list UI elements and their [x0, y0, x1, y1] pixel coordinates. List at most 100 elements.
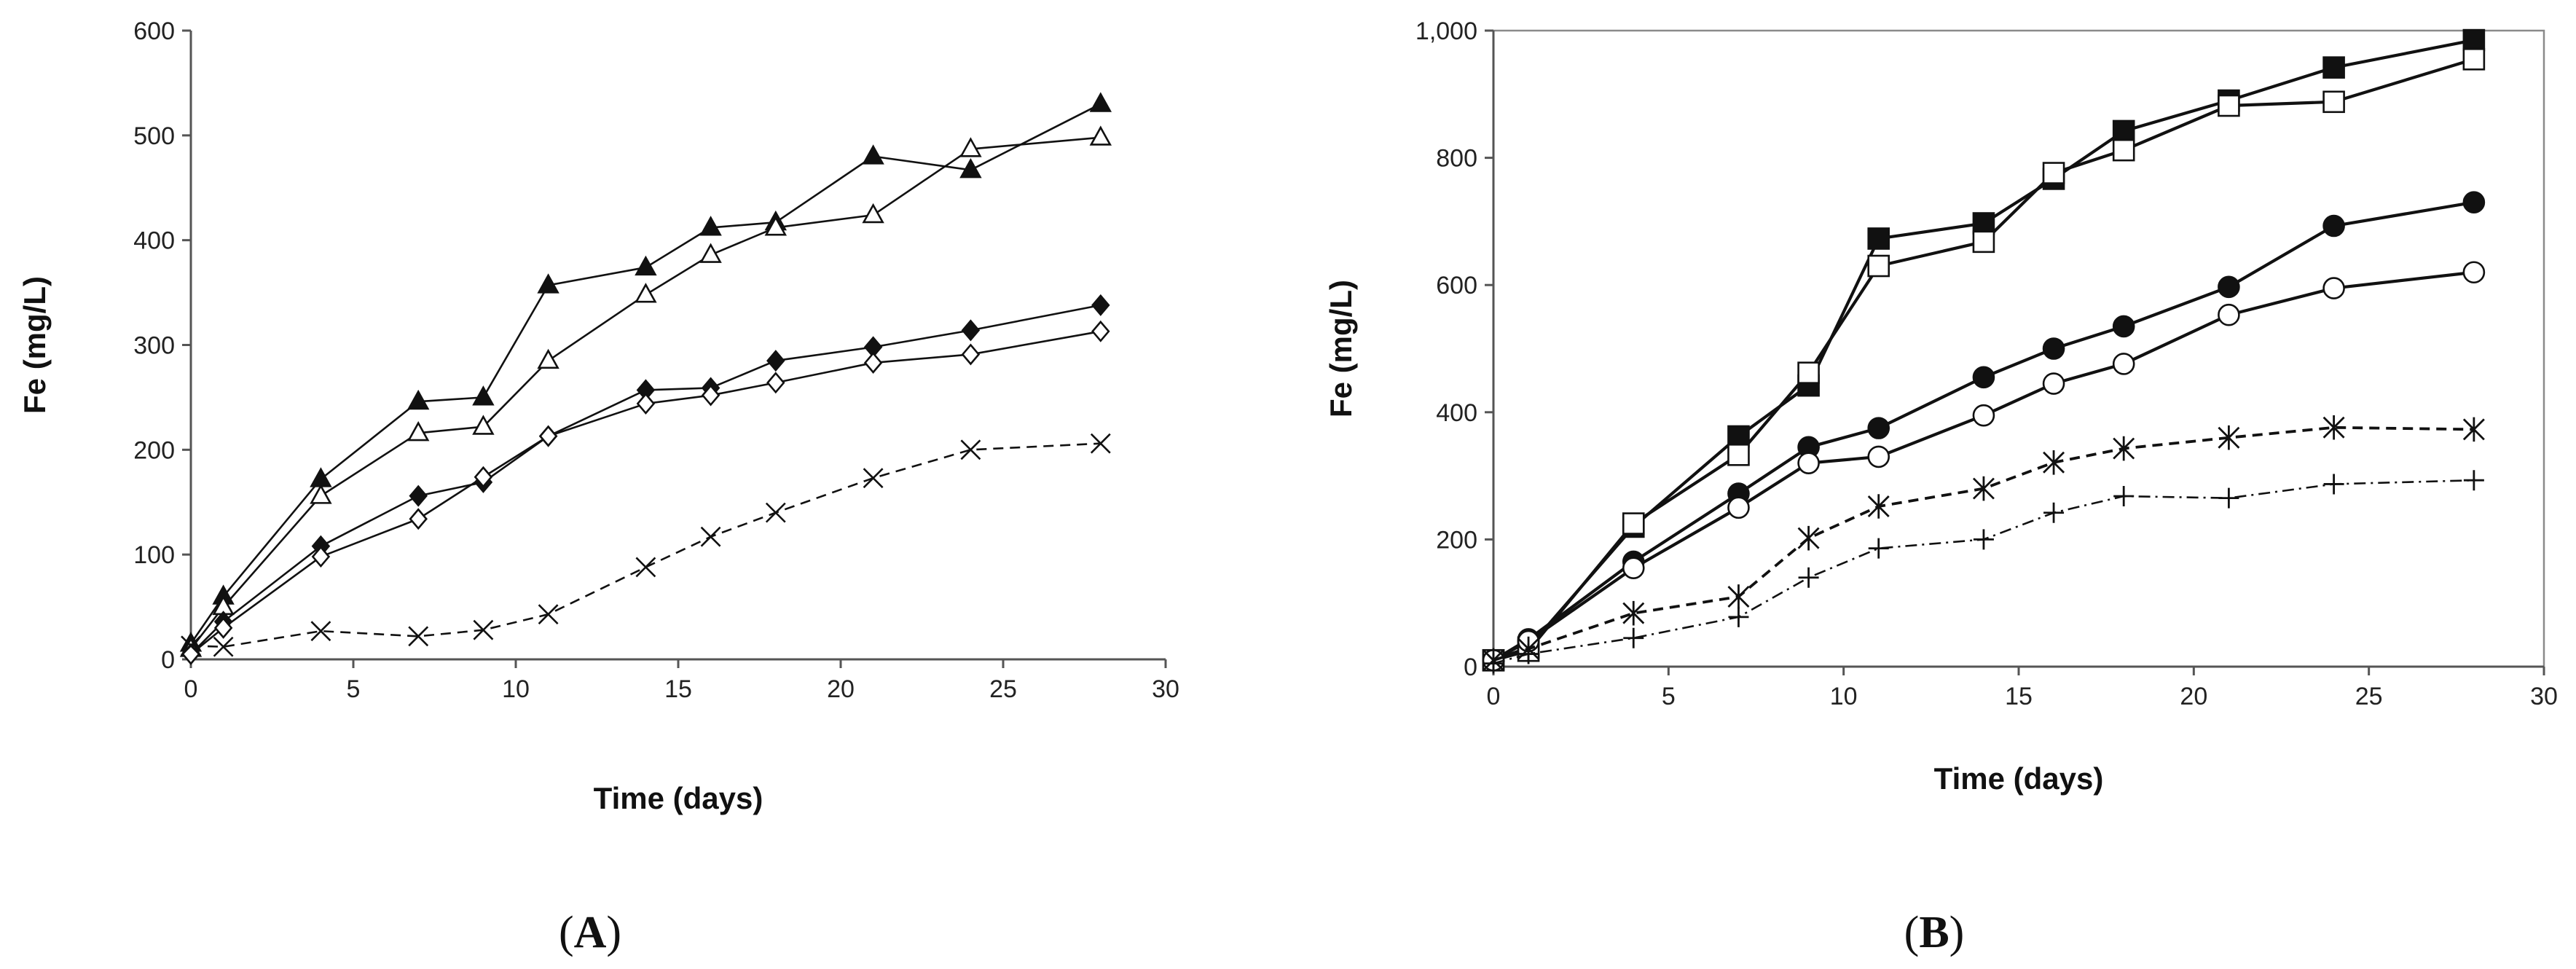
panel-a-x-tick-label: 15: [664, 675, 692, 703]
panel-b-point-filled-circle: [2042, 337, 2065, 360]
panel-b-series-line-open-square: [1493, 58, 2475, 662]
panel-a-point-open-triangle: [537, 348, 559, 369]
panel-a-point-filled-triangle: [959, 157, 982, 178]
panel-a-y-tick-label: 400: [133, 227, 175, 255]
panel-a-x-tick-label: 0: [184, 675, 198, 703]
panel-a-point-open-triangle: [472, 415, 495, 435]
panel-a-point-cross: [538, 604, 559, 625]
panel-b-point-open-square: [2112, 138, 2135, 162]
panel-a-point-open-diamond: [409, 508, 428, 530]
panel-b-chart: 0 5 10 15 20 25 30 0 200 400 600 800 1,000 Time (days…: [1324, 17, 2558, 957]
panel-a-y-tick-label: 600: [133, 17, 175, 45]
panel-a-point-cross: [863, 468, 884, 489]
panel-a-point-open-diamond: [538, 425, 558, 447]
panel-b-point-open-square: [1797, 361, 1820, 384]
panel-b-point-open-circle: [1727, 496, 1750, 519]
panel-a-series-line-open-triangle: [189, 136, 1101, 650]
panel-b-y-tick-label: 600: [1436, 272, 1477, 299]
panel-b-point-open-circle: [1797, 452, 1820, 474]
panel-b-x-tick-label: 30: [2530, 683, 2558, 710]
panel-b-point-plus: [2218, 487, 2239, 509]
panel-b-point-filled-square: [2462, 28, 2486, 52]
panel-a-point-filled-triangle: [472, 385, 495, 406]
panel-b-point-filled-circle: [1972, 366, 1995, 389]
panel-a-point-open-triangle: [862, 203, 884, 224]
panel-a-point-filled-triangle: [537, 273, 559, 294]
panel-a-point-open-triangle: [764, 216, 788, 236]
panel-a-point-cross: [700, 526, 721, 547]
panel-a-series-line-cross: [190, 442, 1101, 648]
panel-b-plot-frame: [1492, 29, 2545, 668]
panel-a-point-open-diamond: [766, 372, 785, 394]
panel-b-point-plus: [1623, 627, 1644, 648]
panel-a-point-cross: [310, 621, 331, 642]
panel-b-point-plus: [2463, 470, 2484, 491]
panel-b-y-axis-title: Fe (mg/L): [1324, 280, 1358, 417]
panel-b-point-asterisk: [2043, 450, 2065, 475]
panel-a-point-open-diamond: [1091, 320, 1110, 342]
panel-a-point-filled-diamond: [961, 319, 981, 342]
panel-b-label: (B): [1904, 908, 1965, 957]
panel-b-x-tick-label: 25: [2355, 683, 2383, 710]
panel-b-x-tick-label: 0: [1487, 683, 1501, 710]
panel-b-point-plus: [2323, 474, 2344, 495]
panel-a-point-filled-diamond: [766, 350, 785, 372]
panel-b-point-open-circle: [2322, 277, 2345, 299]
panel-b-y-tick-label: 0: [1464, 654, 1477, 681]
panel-b-x-tick-label: 5: [1662, 683, 1676, 710]
panel-b-point-plus: [1728, 606, 1749, 627]
panel-b-point-filled-square: [2322, 56, 2345, 79]
panel-b-point-plus: [1798, 567, 1819, 588]
panel-a-point-open-triangle: [310, 484, 332, 504]
panel-a-point-cross: [213, 636, 234, 657]
panel-a-point-cross: [635, 557, 656, 578]
panel-b-point-open-square: [1727, 443, 1750, 466]
panel-a-point-cross: [473, 619, 494, 640]
panel-b-point-filled-square: [1972, 212, 1995, 235]
panel-a-series-line-open-diamond: [190, 330, 1102, 655]
panel-b-point-plus: [1973, 529, 1994, 550]
panel-b-point-open-square: [2218, 94, 2240, 117]
panel-a-y-tick-label: 300: [133, 332, 175, 360]
panel-a-point-cross: [181, 635, 201, 656]
panel-b-point-filled-square: [1867, 227, 1890, 250]
panel-a-y-tick-label: 500: [133, 122, 175, 150]
panel-b-point-asterisk: [1622, 600, 1645, 626]
panel-b-x-tick-label: 15: [2005, 683, 2033, 710]
panel-b-point-asterisk: [2462, 417, 2485, 442]
panel-b-point-open-circle: [1972, 404, 1995, 427]
panel-a-point-open-diamond: [636, 393, 656, 415]
panel-a-point-filled-triangle: [407, 389, 430, 410]
panel-a-point-filled-diamond: [409, 484, 428, 507]
panel-a-point-open-triangle: [699, 243, 722, 263]
panel-b-point-open-square: [1622, 512, 1645, 535]
panel-a-point-open-diamond: [961, 343, 981, 366]
panel-a-point-open-triangle: [635, 283, 657, 303]
panel-a-point-open-triangle: [407, 420, 430, 442]
panel-b-point-open-circle: [1622, 557, 1645, 579]
panel-b-series-markers-plus: [1483, 470, 2484, 674]
panel-b-point-filled-circle: [2462, 191, 2486, 214]
panel-b-point-open-circle: [2462, 261, 2486, 284]
panel-a-series-markers-cross: [181, 433, 1111, 657]
panel-b-point-open-square: [2462, 47, 2486, 71]
panel-a-x-tick-label: 5: [347, 675, 361, 703]
panel-a-x-tick-label: 10: [502, 675, 530, 703]
panel-b-point-plus: [2043, 502, 2065, 523]
panel-b-series-line-asterisk: [1493, 425, 2474, 662]
panel-b-x-axis-title: Time (days): [1934, 761, 2104, 796]
panel-a-point-filled-triangle: [699, 216, 722, 236]
panel-b-x-tick-label: 20: [2180, 683, 2207, 710]
panel-b-point-asterisk: [1972, 476, 1995, 501]
panel-a-x-tick-label: 20: [827, 675, 855, 703]
panel-a-x-tick-label: 25: [989, 675, 1017, 703]
panel-b-point-plus: [1868, 538, 1889, 559]
panel-a-point-cross: [408, 626, 429, 647]
panel-a-x-tick-label: 30: [1152, 675, 1179, 703]
panel-a-point-filled-diamond: [1091, 294, 1110, 316]
panel-a-point-open-triangle: [959, 137, 982, 157]
panel-b-point-plus: [1518, 643, 1539, 664]
panel-b-point-plus: [2113, 486, 2135, 507]
panel-b-point-filled-circle: [2322, 214, 2345, 238]
